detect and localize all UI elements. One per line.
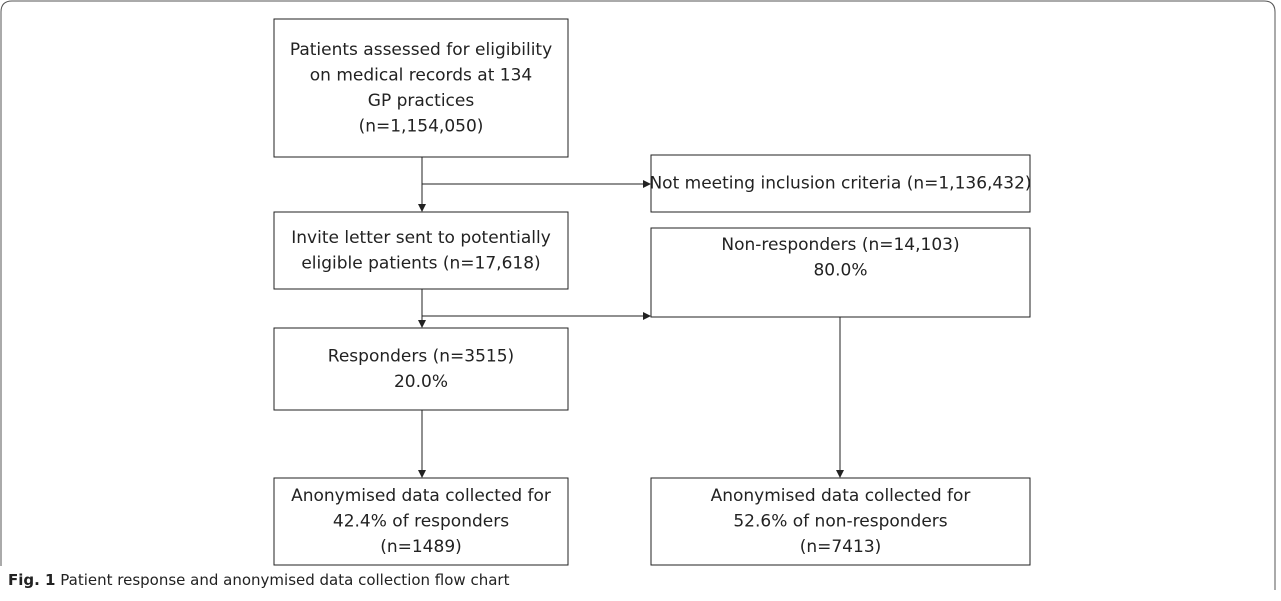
flow-box bbox=[273, 327, 569, 411]
flow-box bbox=[273, 477, 569, 566]
box-text: (n=1,154,050) bbox=[359, 116, 484, 136]
frame bbox=[0, 0, 1276, 590]
box-text: Anonymised data collected for bbox=[711, 486, 971, 506]
box-text: Invite letter sent to potentially bbox=[291, 228, 551, 248]
box-text: (n=1489) bbox=[380, 537, 462, 557]
flow-box bbox=[273, 211, 569, 290]
caption-label: Fig. 1 bbox=[8, 571, 56, 589]
box-text: 80.0% bbox=[813, 261, 867, 281]
box-text: (n=7413) bbox=[800, 537, 882, 557]
box-text: Non-responders (n=14,103) bbox=[721, 235, 959, 255]
caption: Fig. 1 Patient response and anonymised d… bbox=[8, 571, 509, 589]
box-text: 20.0% bbox=[394, 372, 448, 392]
box-text: GP practices bbox=[368, 91, 475, 111]
box-text: Not meeting inclusion criteria (n=1,136,… bbox=[649, 174, 1031, 194]
box-text: eligible patients (n=17,618) bbox=[301, 253, 540, 273]
box-text: 52.6% of non-responders bbox=[733, 512, 947, 532]
box-text: on medical records at 134 bbox=[310, 65, 533, 85]
box-text: 42.4% of responders bbox=[333, 512, 509, 532]
flow-box bbox=[273, 18, 569, 158]
caption-text: Patient response and anonymised data col… bbox=[60, 571, 510, 589]
box-text: Patients assessed for eligibility bbox=[290, 40, 552, 60]
flow-box bbox=[650, 227, 1031, 318]
flow-box bbox=[650, 154, 1031, 213]
box-text: Responders (n=3515) bbox=[328, 346, 514, 366]
box-text: Anonymised data collected for bbox=[291, 486, 551, 506]
flow-box bbox=[650, 477, 1031, 566]
